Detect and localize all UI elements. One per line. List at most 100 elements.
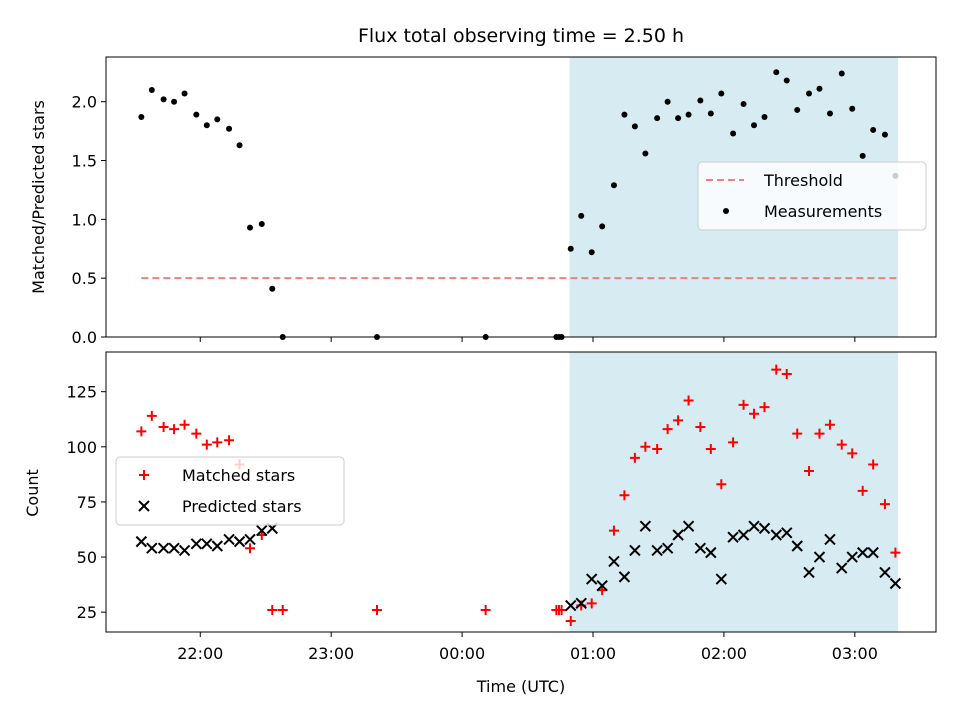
- data-point: [672, 529, 684, 541]
- data-point: [879, 499, 890, 510]
- data-point: [889, 577, 902, 590]
- data-point: [652, 444, 663, 455]
- data-point: [171, 98, 178, 105]
- data-point: [181, 90, 188, 97]
- legend-dot-marker: [723, 208, 729, 214]
- data-point: [639, 520, 652, 532]
- data-point: [178, 544, 191, 557]
- y-axis-label-bottom: Count: [23, 469, 42, 517]
- data-point: [813, 551, 826, 563]
- data-point: [135, 535, 148, 548]
- data-point: [618, 571, 631, 583]
- legend-box: [697, 161, 927, 231]
- data-point: [619, 490, 630, 501]
- data-point: [791, 540, 803, 552]
- data-point: [859, 152, 866, 159]
- legend-label: Predicted stars: [182, 497, 302, 516]
- data-point: [771, 364, 782, 375]
- data-point: [233, 535, 246, 548]
- data-point: [556, 604, 567, 615]
- data-point: [867, 546, 879, 559]
- legend-label: Matched stars: [182, 466, 295, 485]
- data-point: [236, 142, 243, 149]
- data-point: [371, 604, 382, 615]
- data-point: [705, 444, 716, 455]
- data-point: [836, 439, 847, 450]
- data-point: [160, 96, 167, 103]
- data-point: [890, 547, 901, 558]
- data-point: [610, 182, 617, 189]
- data-point: [642, 150, 649, 157]
- data-point: [247, 224, 254, 231]
- data-point: [870, 126, 877, 133]
- data-point: [738, 399, 749, 410]
- data-point: [783, 77, 790, 84]
- data-point: [847, 448, 858, 459]
- data-point: [868, 459, 879, 470]
- data-point: [683, 395, 694, 406]
- data-point: [146, 410, 157, 421]
- data-point: [770, 529, 782, 541]
- y-tick-label: 2.0: [72, 93, 97, 112]
- data-point: [716, 479, 727, 490]
- data-point: [244, 533, 256, 546]
- data-point: [751, 122, 758, 129]
- data-point: [730, 130, 737, 137]
- data-point: [816, 85, 823, 92]
- data-point: [157, 542, 170, 554]
- data-point: [277, 604, 288, 615]
- data-point: [803, 566, 815, 579]
- y-tick-label: 25: [77, 603, 97, 622]
- y-axis-label-top: Matched/Predicted stars: [29, 100, 48, 294]
- data-point: [792, 428, 803, 439]
- data-point: [575, 597, 587, 610]
- data-point: [267, 604, 278, 615]
- data-point: [211, 540, 223, 552]
- data-point: [565, 599, 577, 612]
- data-point: [588, 249, 595, 256]
- data-point: [794, 106, 801, 113]
- panel-1: 0.0 0.5 1.0 1.5 2.0 Threshold Measurements: [72, 56, 937, 347]
- data-point: [168, 542, 180, 554]
- data-point: [759, 402, 770, 413]
- data-point: [856, 546, 869, 559]
- data-point: [578, 212, 585, 219]
- y-tick-label: 0.0: [72, 328, 97, 347]
- legend-x-marker: [138, 500, 150, 512]
- data-point: [138, 114, 145, 120]
- y-tick-label: 0.5: [72, 269, 97, 288]
- data-point: [682, 520, 695, 532]
- data-point: [664, 98, 671, 105]
- data-point: [651, 544, 663, 557]
- data-point: [694, 542, 707, 554]
- x-tick-label: 02:00: [701, 644, 747, 663]
- data-point: [608, 525, 619, 536]
- data-point: [136, 426, 147, 437]
- data-point: [212, 437, 223, 448]
- data-point: [826, 110, 833, 117]
- data-point: [203, 122, 210, 129]
- data-point: [695, 421, 706, 432]
- data-point: [256, 524, 268, 537]
- data-point: [565, 615, 576, 626]
- data-point: [599, 223, 606, 230]
- data-point: [697, 97, 704, 104]
- data-point: [707, 110, 714, 117]
- chart-title: Flux total observing time = 2.50 h: [358, 25, 684, 47]
- data-point: [629, 452, 640, 463]
- data-point: [824, 419, 835, 430]
- data-point: [226, 125, 233, 132]
- data-point: [661, 542, 674, 554]
- data-point: [662, 424, 673, 435]
- data-point: [718, 90, 725, 97]
- legend-plus-marker: [139, 470, 149, 480]
- y-tick-label: 1.5: [72, 152, 97, 171]
- data-point: [158, 421, 169, 432]
- data-point: [675, 115, 682, 122]
- data-point: [728, 437, 739, 448]
- legend: Threshold Measurements: [697, 161, 927, 231]
- y-tick-label: 125: [66, 383, 97, 402]
- data-point: [146, 542, 158, 554]
- data-point: [179, 419, 190, 430]
